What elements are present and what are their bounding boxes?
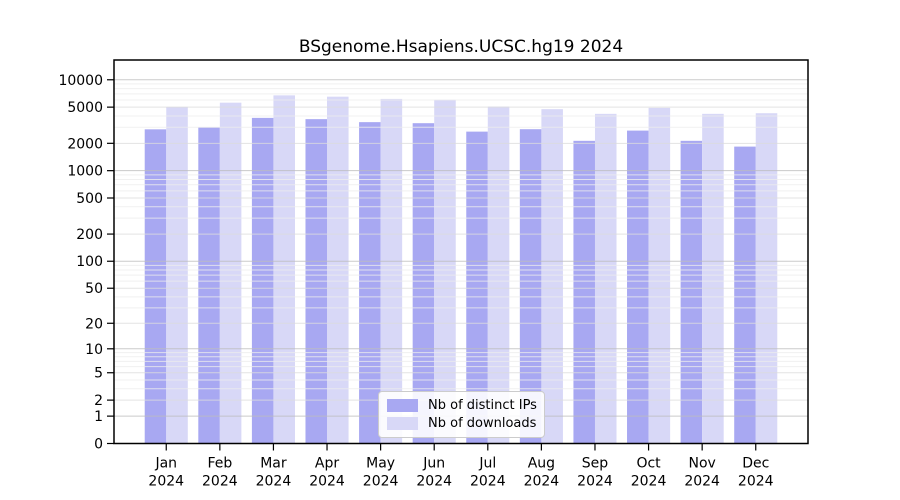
grid-layer bbox=[114, 79, 808, 417]
legend-label-downloads: Nb of downloads bbox=[428, 416, 537, 431]
legend-swatch-downloads bbox=[387, 417, 418, 430]
x-tick-label-year-mar: 2024 bbox=[256, 474, 292, 490]
y-tick-label-1: 1 bbox=[94, 409, 103, 425]
y-tick-label-0: 0 bbox=[94, 437, 103, 453]
x-tick-label-year-jan: 2024 bbox=[148, 474, 184, 490]
bar-distinct-ips-sep bbox=[573, 140, 595, 444]
bar-distinct-ips-oct bbox=[627, 130, 649, 444]
x-tick-label-month-oct: Oct bbox=[636, 456, 661, 472]
bar-distinct-ips-dec bbox=[734, 146, 756, 444]
x-tick-label-month-dec: Dec bbox=[742, 456, 769, 472]
chart-title: BSgenome.Hsapiens.UCSC.hg19 2024 bbox=[299, 37, 623, 57]
y-tick-label-5: 5 bbox=[94, 366, 103, 382]
y-tick-label-10000: 10000 bbox=[58, 73, 103, 89]
y-tick-label-10: 10 bbox=[85, 342, 103, 358]
bar-distinct-ips-jan bbox=[144, 129, 167, 444]
plot-border bbox=[113, 59, 809, 445]
legend-swatch-distinct-ips bbox=[387, 399, 418, 412]
bar-downloads-oct bbox=[648, 107, 671, 444]
x-tick-label-year-may: 2024 bbox=[363, 474, 399, 490]
x-tick-label-year-jun: 2024 bbox=[416, 474, 452, 490]
bar-downloads-jun bbox=[434, 99, 456, 444]
x-tick-label-year-aug: 2024 bbox=[524, 474, 560, 490]
y-tick-label-2: 2 bbox=[94, 393, 103, 409]
x-tick-label-month-jun: Jun bbox=[422, 456, 445, 472]
bar-downloads-sep bbox=[594, 113, 617, 444]
legend-item-downloads: Nb of downloads bbox=[387, 416, 536, 431]
x-tick-label-month-aug: Aug bbox=[528, 456, 555, 472]
x-tick-label-year-dec: 2024 bbox=[738, 474, 774, 490]
y-tick-label-1000: 1000 bbox=[67, 164, 103, 180]
x-tick-label-year-nov: 2024 bbox=[684, 474, 720, 490]
x-tick-label-year-jul: 2024 bbox=[470, 474, 506, 490]
x-tick-label-month-nov: Nov bbox=[688, 456, 715, 472]
bar-distinct-ips-may bbox=[359, 122, 381, 444]
y-tick-label-50: 50 bbox=[85, 281, 103, 297]
legend-label-distinct-ips: Nb of distinct IPs bbox=[428, 398, 537, 413]
bar-downloads-aug bbox=[541, 109, 563, 444]
x-tick-label-year-sep: 2024 bbox=[577, 474, 613, 490]
y-tick-label-20: 20 bbox=[85, 316, 103, 332]
bar-downloads-dec bbox=[755, 113, 778, 444]
bar-distinct-ips-nov bbox=[680, 140, 703, 444]
x-tick-label-year-apr: 2024 bbox=[309, 474, 345, 490]
y-tick-label-5000: 5000 bbox=[67, 100, 103, 116]
bar-distinct-ips-aug bbox=[519, 129, 542, 444]
bar-distinct-ips-jun bbox=[412, 123, 435, 444]
y-tick-label-2000: 2000 bbox=[67, 136, 103, 152]
x-tick-label-month-may: May bbox=[366, 456, 395, 472]
y-tick-label-200: 200 bbox=[76, 227, 103, 243]
bar-downloads-nov bbox=[702, 113, 724, 444]
x-tick-label-month-jan: Jan bbox=[154, 456, 177, 472]
x-tick-label-month-jul: Jul bbox=[478, 456, 496, 472]
chart-legend: Nb of distinct IPs Nb of downloads bbox=[378, 391, 545, 438]
x-tick-label-month-mar: Mar bbox=[260, 456, 287, 472]
axis-layer: 0 12 5 10 20 50 100 200 500 1000 2000 5000 10000 Jan 2… bbox=[58, 73, 773, 490]
y-tick-label-500: 500 bbox=[76, 191, 103, 207]
legend-item-distinct-ips: Nb of distinct IPs bbox=[387, 398, 537, 413]
bar-downloads-feb bbox=[219, 102, 242, 444]
x-tick-label-year-feb: 2024 bbox=[202, 474, 238, 490]
x-tick-label-year-oct: 2024 bbox=[631, 474, 667, 490]
y-tick-label-100: 100 bbox=[76, 254, 103, 270]
x-tick-label-month-apr: Apr bbox=[315, 456, 339, 472]
x-tick-label-month-sep: Sep bbox=[582, 456, 609, 472]
x-tick-label-month-feb: Feb bbox=[207, 456, 232, 472]
bar-distinct-ips-jul bbox=[466, 131, 488, 444]
bar-downloads-mar bbox=[273, 95, 295, 444]
